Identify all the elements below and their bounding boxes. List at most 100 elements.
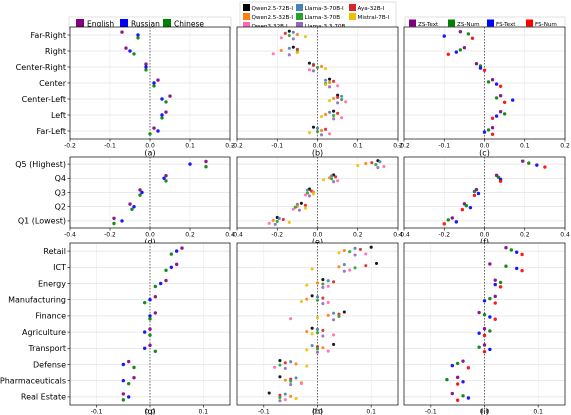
data-point bbox=[488, 329, 492, 333]
series-russian bbox=[128, 33, 164, 133]
category-label: Center-Right bbox=[16, 63, 66, 72]
data-point bbox=[482, 68, 487, 73]
legend-swatch bbox=[243, 22, 250, 29]
x-tick-label: 0.1 bbox=[366, 409, 376, 415]
data-point bbox=[142, 330, 147, 334]
data-point bbox=[332, 318, 336, 322]
data-point bbox=[305, 191, 309, 195]
legend-item-zs-text: ZS-Text bbox=[409, 19, 439, 28]
data-point bbox=[128, 49, 132, 53]
data-point bbox=[324, 112, 328, 116]
legend-item-qwen2-5-72b-i: Qwen2.5-72B-I bbox=[243, 4, 293, 12]
data-point bbox=[502, 112, 507, 116]
data-point bbox=[283, 392, 287, 396]
data-point bbox=[332, 96, 336, 100]
panel-a: Far-Right Right Center-Right Center Center-L… bbox=[16, 26, 235, 158]
data-point bbox=[488, 296, 492, 301]
data-point bbox=[330, 177, 334, 181]
data-point bbox=[442, 34, 446, 38]
data-point bbox=[332, 333, 336, 337]
data-point bbox=[153, 311, 158, 315]
panel-label: (i) bbox=[480, 407, 488, 415]
panel-label: (a) bbox=[144, 149, 155, 158]
data-point bbox=[498, 179, 503, 183]
data-point bbox=[283, 378, 287, 382]
category-label: Q3 bbox=[55, 188, 66, 197]
data-point bbox=[283, 31, 287, 35]
data-point bbox=[121, 398, 126, 402]
data-point bbox=[326, 279, 330, 283]
legend-swatch bbox=[296, 13, 303, 20]
legend-swatch bbox=[526, 19, 533, 27]
data-point bbox=[353, 246, 357, 250]
data-point bbox=[328, 132, 332, 136]
data-point bbox=[307, 194, 312, 198]
series-zs-num bbox=[445, 248, 514, 398]
data-point bbox=[458, 30, 463, 34]
data-point bbox=[273, 222, 277, 226]
data-point bbox=[342, 310, 346, 314]
series-qwen3-32b-i bbox=[271, 36, 348, 136]
series-llama-3-3-70b bbox=[278, 253, 357, 403]
data-point bbox=[337, 314, 341, 319]
legend-item-english: English bbox=[76, 19, 114, 29]
data-point bbox=[332, 109, 336, 113]
data-point bbox=[454, 50, 459, 54]
data-point bbox=[464, 204, 469, 208]
legend-swatch bbox=[163, 19, 171, 27]
data-point bbox=[156, 78, 160, 82]
legend-swatch bbox=[487, 19, 494, 27]
data-point bbox=[291, 37, 295, 41]
data-point bbox=[120, 30, 124, 34]
data-point bbox=[310, 326, 314, 330]
legend-label: Llama-3-70B bbox=[305, 15, 341, 21]
data-point bbox=[324, 78, 328, 82]
data-point bbox=[344, 100, 348, 104]
data-point bbox=[458, 48, 463, 52]
x-tick-label: -0.2 bbox=[231, 143, 243, 150]
data-point bbox=[364, 162, 368, 166]
data-point bbox=[535, 163, 539, 167]
data-point bbox=[287, 46, 291, 50]
data-point bbox=[315, 130, 320, 134]
x-tick-label: -0.2 bbox=[398, 143, 410, 150]
data-point bbox=[336, 95, 340, 99]
data-point bbox=[142, 300, 147, 305]
data-point bbox=[477, 345, 481, 349]
data-point bbox=[130, 207, 134, 211]
x-tick-label: -0.2 bbox=[438, 232, 450, 239]
data-point bbox=[305, 297, 309, 301]
data-point bbox=[374, 261, 379, 265]
legend-language: English Russian Chinese bbox=[68, 16, 232, 30]
data-point bbox=[321, 282, 325, 286]
series-llama-3-70b-i bbox=[277, 160, 382, 221]
data-point bbox=[493, 278, 497, 282]
category-label: Transport bbox=[27, 344, 66, 353]
data-point bbox=[294, 362, 298, 366]
x-tick-label: 0.0 bbox=[313, 232, 323, 239]
data-point bbox=[148, 298, 152, 302]
data-point bbox=[294, 397, 298, 401]
data-point bbox=[273, 365, 277, 369]
data-point bbox=[321, 302, 325, 306]
data-point bbox=[498, 285, 503, 289]
data-point bbox=[315, 281, 320, 285]
data-point bbox=[326, 349, 330, 353]
x-tick-label: 0.0 bbox=[480, 143, 490, 150]
data-point bbox=[482, 349, 487, 354]
data-point bbox=[153, 284, 158, 289]
data-point bbox=[126, 395, 131, 399]
data-point bbox=[324, 67, 328, 71]
data-point bbox=[168, 94, 172, 98]
data-point bbox=[291, 45, 295, 49]
panel-e: -0.4 -0.2 0.0 0.2 0.4 (e) bbox=[231, 156, 403, 247]
data-point bbox=[472, 193, 477, 198]
data-point bbox=[324, 127, 328, 131]
x-tick-label: 0.0 bbox=[145, 232, 155, 239]
series-fs-text bbox=[442, 34, 515, 134]
data-point bbox=[328, 99, 332, 103]
data-point bbox=[132, 376, 136, 380]
data-point bbox=[124, 46, 128, 50]
data-point bbox=[319, 64, 324, 68]
data-point bbox=[493, 294, 497, 299]
